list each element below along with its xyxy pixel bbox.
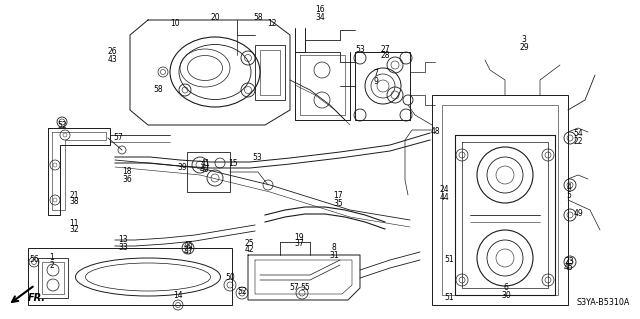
Text: 20: 20 bbox=[210, 13, 220, 23]
Text: 38: 38 bbox=[69, 197, 79, 206]
Text: 12: 12 bbox=[268, 19, 276, 28]
Text: 29: 29 bbox=[519, 42, 529, 51]
Text: 28: 28 bbox=[380, 51, 390, 61]
Text: 10: 10 bbox=[170, 19, 180, 28]
Text: 45: 45 bbox=[564, 263, 574, 272]
Text: 34: 34 bbox=[315, 12, 325, 21]
Text: 43: 43 bbox=[107, 55, 117, 63]
Bar bbox=[42, 262, 64, 294]
Text: S3YA-B5310A: S3YA-B5310A bbox=[577, 298, 630, 307]
Text: 25: 25 bbox=[244, 239, 254, 248]
Bar bbox=[260, 50, 280, 95]
Bar bbox=[38, 258, 68, 298]
Bar bbox=[28, 248, 232, 305]
Text: 54: 54 bbox=[573, 130, 583, 138]
Text: 30: 30 bbox=[501, 291, 511, 300]
Text: 6: 6 bbox=[504, 284, 508, 293]
Text: 36: 36 bbox=[122, 174, 132, 183]
Text: 17: 17 bbox=[333, 191, 343, 201]
Text: 33: 33 bbox=[118, 242, 128, 251]
Text: 27: 27 bbox=[380, 44, 390, 54]
Text: 8: 8 bbox=[332, 243, 337, 253]
Text: 2: 2 bbox=[50, 261, 54, 270]
Text: 47: 47 bbox=[183, 248, 193, 256]
Text: 5: 5 bbox=[566, 190, 572, 199]
Text: FR.: FR. bbox=[28, 293, 46, 303]
Text: 53: 53 bbox=[355, 44, 365, 54]
Text: 15: 15 bbox=[228, 159, 238, 167]
Text: 44: 44 bbox=[439, 192, 449, 202]
Text: 57: 57 bbox=[113, 133, 123, 143]
Text: 56: 56 bbox=[29, 256, 39, 264]
Text: 37: 37 bbox=[294, 240, 304, 249]
Text: 24: 24 bbox=[439, 186, 449, 195]
Text: 41: 41 bbox=[200, 159, 210, 167]
Text: 11: 11 bbox=[69, 219, 79, 227]
Text: 52: 52 bbox=[237, 286, 247, 295]
Bar bbox=[187, 152, 230, 192]
Text: 22: 22 bbox=[573, 137, 583, 145]
Text: 46: 46 bbox=[183, 241, 193, 249]
Text: 9: 9 bbox=[374, 77, 378, 85]
Text: 57: 57 bbox=[289, 284, 299, 293]
Text: 40: 40 bbox=[200, 166, 210, 174]
Text: 51: 51 bbox=[444, 293, 454, 301]
Bar bbox=[432, 95, 568, 305]
Text: 39: 39 bbox=[177, 164, 187, 173]
Text: 51: 51 bbox=[444, 256, 454, 264]
Bar bbox=[255, 45, 285, 100]
Text: 42: 42 bbox=[244, 246, 254, 255]
Text: 18: 18 bbox=[122, 167, 132, 176]
Text: 35: 35 bbox=[333, 198, 343, 207]
Text: 49: 49 bbox=[573, 209, 583, 218]
Text: 58: 58 bbox=[153, 85, 163, 94]
Text: 14: 14 bbox=[173, 292, 183, 300]
Text: 31: 31 bbox=[329, 250, 339, 259]
Text: 3: 3 bbox=[522, 35, 527, 44]
Text: 50: 50 bbox=[225, 272, 235, 281]
Text: 13: 13 bbox=[118, 235, 128, 244]
Text: 7: 7 bbox=[374, 70, 378, 78]
Text: 16: 16 bbox=[315, 5, 325, 14]
Text: 23: 23 bbox=[564, 256, 574, 265]
Text: 1: 1 bbox=[50, 254, 54, 263]
Text: 53: 53 bbox=[252, 153, 262, 162]
Text: 26: 26 bbox=[107, 48, 117, 56]
Text: 4: 4 bbox=[566, 183, 572, 192]
Bar bbox=[442, 105, 558, 295]
Text: 19: 19 bbox=[294, 233, 304, 241]
Text: 52: 52 bbox=[57, 122, 67, 130]
Text: 58: 58 bbox=[253, 13, 263, 23]
Text: 21: 21 bbox=[69, 190, 79, 199]
Text: 48: 48 bbox=[430, 128, 440, 137]
Text: 32: 32 bbox=[69, 226, 79, 234]
Text: 55: 55 bbox=[300, 284, 310, 293]
